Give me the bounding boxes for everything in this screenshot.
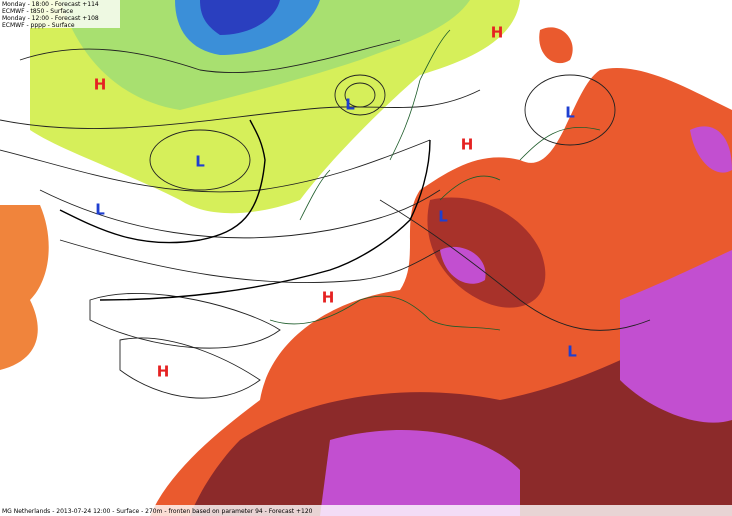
header-bg xyxy=(0,7,120,14)
header-bg xyxy=(0,14,120,21)
extreme-field xyxy=(320,430,520,516)
pressure-center: H xyxy=(491,24,504,42)
coastlines xyxy=(269,29,601,331)
extreme-field xyxy=(690,126,732,173)
fronts xyxy=(59,119,431,301)
pressure-center: H xyxy=(461,136,474,154)
pressure-center: L xyxy=(567,343,577,361)
footer-bg xyxy=(0,505,732,516)
isobars xyxy=(0,39,651,399)
pressure-center: H xyxy=(94,76,107,94)
header-line: Monday - 18:00 - Forecast +114 xyxy=(2,1,99,8)
header-line: ECMWF - t850 - Surface xyxy=(2,8,73,15)
warm-field xyxy=(0,205,49,370)
cold-field xyxy=(60,0,470,110)
pressure-center: L xyxy=(565,104,575,122)
hot-field xyxy=(539,27,573,64)
pressure-center: L xyxy=(438,208,448,226)
very-hot-field xyxy=(190,300,732,516)
very-hot-field xyxy=(427,197,546,308)
footer: MG Netherlands - 2013-07-24 12:00 - Surf… xyxy=(2,508,313,515)
header-line: ECMWF - pppp - Surface xyxy=(2,22,75,29)
pressure-center: H xyxy=(157,363,170,381)
pressure-center: H xyxy=(322,289,335,307)
header-bg xyxy=(0,21,120,28)
extreme-field xyxy=(440,246,486,284)
header-bg xyxy=(0,0,120,7)
pressure-center: L xyxy=(195,153,205,171)
pressure-centers: H L H L H L L L H H L xyxy=(94,24,578,381)
coldest-field xyxy=(200,0,280,35)
pressure-center: L xyxy=(345,96,355,114)
pressure-center: L xyxy=(95,201,105,219)
header-line: Monday - 12:00 - Forecast +108 xyxy=(2,15,99,22)
extreme-field xyxy=(620,250,732,423)
